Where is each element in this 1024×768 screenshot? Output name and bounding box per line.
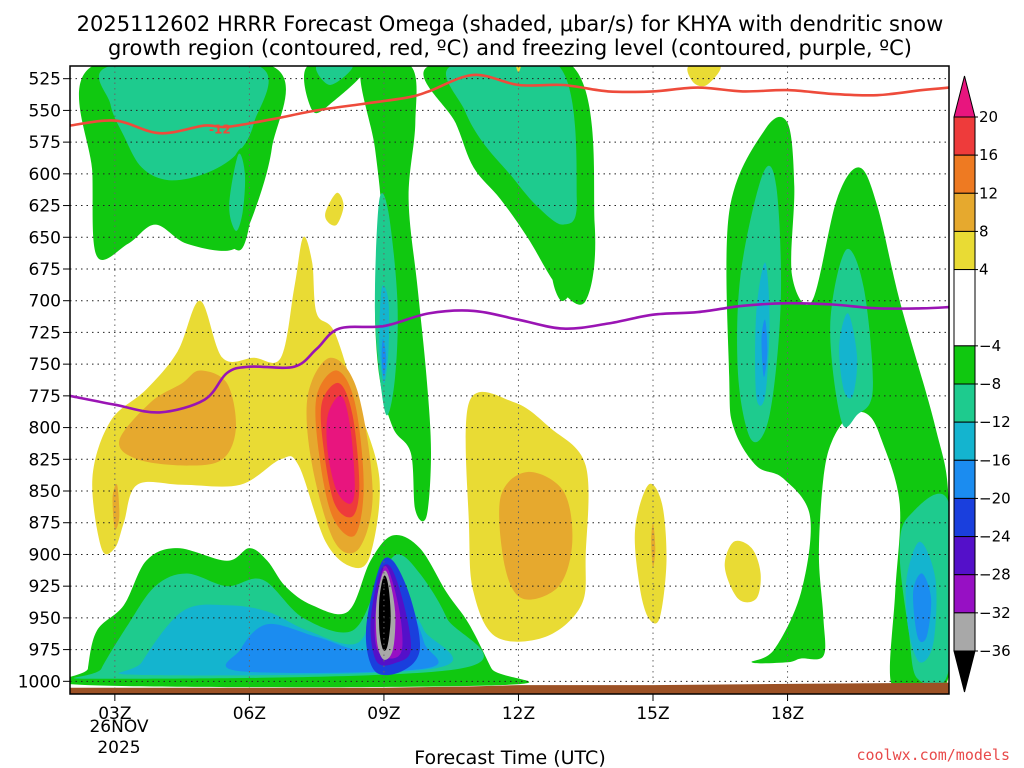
y-tick-label-550: 550 [29,101,61,121]
omega-region-dot-0830-yellow [325,192,344,226]
omega-region-dot-13-yellow [516,66,521,73]
y-tick-label-700: 700 [29,292,61,312]
y-tick-label-775: 775 [29,387,61,407]
colorbar-bin-11 [953,574,976,614]
y-tick-label-1000: 1000 [18,672,61,692]
y-tick-label-875: 875 [29,514,61,534]
omega-region-left-orange-small [112,484,120,530]
colorbar-bin-8 [953,459,976,499]
y-tick-label-750: 750 [29,355,61,375]
plot-frame [69,65,950,695]
colorbar-label-5: −4 [979,337,1001,355]
y-tick-label-600: 600 [29,165,61,185]
colorbar-label-7: −12 [979,413,1011,431]
dendritic-snow-growth-contour [70,73,949,135]
colorbar-arrow-top [953,75,976,118]
colorbar-label-2: 12 [979,184,998,202]
colorbar-bin-3 [953,230,976,271]
y-tick-label-725: 725 [29,323,61,343]
colorbar-label-3: 8 [979,222,989,240]
y-tick-label-675: 675 [29,260,61,280]
omega-region-col-0630-teal [229,153,246,231]
colorbar-bin-0 [953,116,976,156]
date-line-1: 26NOV [89,717,148,737]
omega-region-right-far-cyan [838,313,858,399]
date-line-2: 2025 [97,738,140,758]
colorbar-label-0: 20 [979,108,998,126]
dendritic-snow-growth-contour-label: -12 [209,122,231,136]
x-tick-label-15Z: 15Z [636,704,669,724]
chart-title-line1: 2025112602 HRRR Forecast Omega (shaded, … [77,12,944,36]
y-tick-label-850: 850 [29,482,61,502]
omega-region-band-1130-teal [445,66,577,225]
colorbar: 20 16 12 8 4 −4 −8 −12 −16 −20 −24 −28 −32 −36 [953,75,1011,693]
x-tick-label-18Z: 18Z [771,704,804,724]
omega-region-upper-left-teal [98,66,269,181]
omega-region-spot-13-green [552,242,574,302]
y-tick-label-925: 925 [29,577,61,597]
colorbar-bin-4 [953,269,976,347]
y-tick-label-800: 800 [29,419,61,439]
omega-region-yellow-1615 [724,540,761,603]
grid [70,66,949,694]
omega-region-right-mid-blue [761,319,768,377]
colorbar-label-9: −20 [979,489,1011,507]
y-tick-label-975: 975 [29,641,61,661]
colorbar-label-1: 16 [979,146,998,164]
colorbar-label-10: −24 [979,528,1011,546]
colorbar-bin-5 [953,345,976,385]
omega-region-col-08-magenta [326,395,355,504]
colorbar-label-6: −8 [979,375,1001,393]
y-tick-label-625: 625 [29,197,61,217]
x-tick-label-12Z: 12Z [502,704,535,724]
x-tick-label-09Z: 09Z [367,704,400,724]
omega-region-right-low-blue [912,573,932,643]
terrain-fill [70,682,949,694]
freezing-level-contour [70,301,949,414]
colorbar-label-8: −16 [979,451,1011,469]
colorbar-label-11: −28 [979,566,1011,584]
x-axis-label: Forecast Time (UTC) [414,747,605,768]
colorbar-arrow-bottom [953,650,976,693]
omega-region-left-yellow [92,236,380,569]
omega-region-left-orange [118,370,237,466]
y-tick-label-650: 650 [29,228,61,248]
omega-region-top-0730-teal [315,66,353,85]
colorbar-bin-6 [953,383,976,423]
x-axis: 03Z 06Z 09Z 12Z 15Z 18Z [98,694,804,724]
y-tick-label-525: 525 [29,70,61,90]
credit-text: coolwx.com/models [856,746,1010,764]
omega-region-yellow-1455 [634,483,667,624]
colorbar-bin-7 [953,421,976,461]
terrain [70,682,949,694]
y-tick-label-950: 950 [29,609,61,629]
colorbar-bin-1 [953,154,976,194]
omega-region-yellow-16-top [687,66,721,87]
colorbar-label-12: −32 [979,604,1011,622]
y-tick-label-825: 825 [29,450,61,470]
omega-region-top-0730-green [304,66,367,114]
y-tick-label-900: 900 [29,545,61,565]
x-tick-label-03Z: 03Z [98,704,131,724]
colorbar-bin-10 [953,536,976,576]
y-axis: 525 550 575 600 625 650 675 700 725 750 775 800 825 8… [18,70,70,692]
chart-title-line2: growth region (contoured, red, ºC) and f… [108,36,912,60]
contour-lines: -12 [70,73,949,414]
omega-region-core-black [378,575,391,651]
colorbar-label-4: 4 [979,261,989,279]
colorbar-label-13: −36 [979,642,1011,660]
x-tick-label-06Z: 06Z [233,704,266,724]
colorbar-bin-2 [953,192,976,232]
colorbar-bin-12 [953,612,976,652]
colorbar-bin-9 [953,497,976,538]
omega-region-center-orange [499,471,573,600]
y-tick-label-575: 575 [29,133,61,153]
